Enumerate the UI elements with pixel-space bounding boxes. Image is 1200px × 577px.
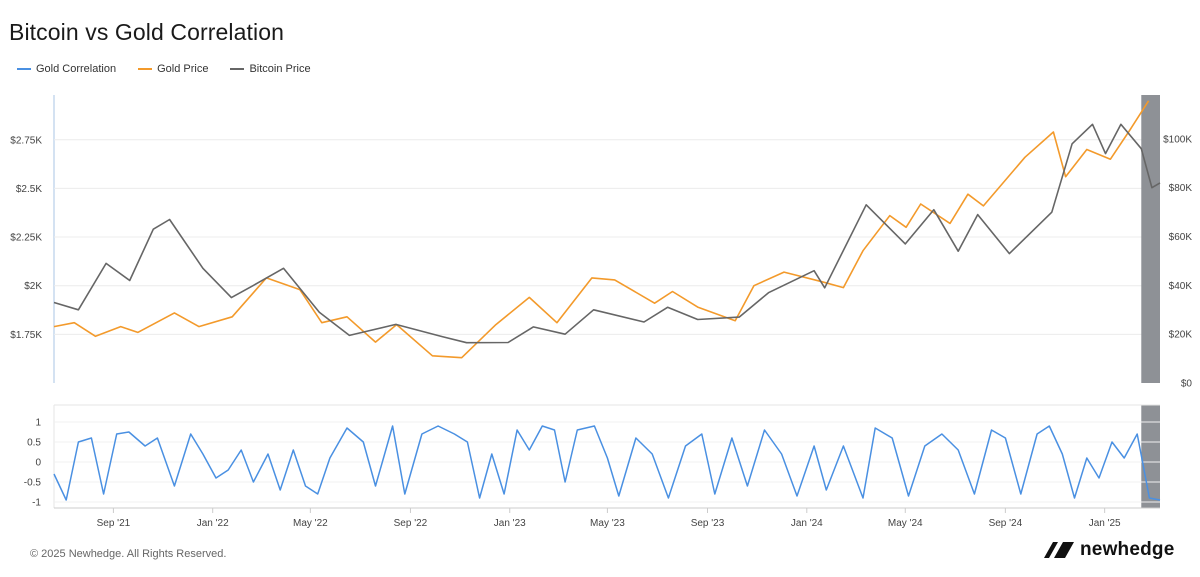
x-tick-label: May '22: [293, 518, 328, 529]
x-tick-label: Jan '23: [494, 518, 526, 529]
x-axis-ticks: Sep '21 Jan '22 May '22 Sep '22 Jan '23 May '…: [54, 507, 1160, 529]
chart-title: Bitcoin vs Gold Correlation: [9, 19, 284, 45]
shaded-region-top: [1141, 95, 1160, 383]
legend-item-gold-price[interactable]: Gold Price: [138, 63, 208, 75]
legend-label-gold-price: Gold Price: [157, 63, 209, 75]
series-line-gold-price: [53, 100, 1150, 359]
right-tick-label: $40K: [1169, 281, 1193, 292]
right-tick-label: $0: [1181, 379, 1193, 390]
right-tick-label: $80K: [1169, 183, 1193, 194]
series-line-bitcoin-price: [53, 123, 1161, 344]
correlation-gridlines: [53, 404, 1160, 508]
right-tick-label: $100K: [1163, 134, 1192, 145]
correlation-tick-label: 0.5: [27, 438, 41, 449]
legend-label-gold-correlation: Gold Correlation: [36, 63, 117, 75]
correlation-tick-label: -1: [32, 498, 41, 509]
correlation-axis-ticks: -1 -0.5 0 0.5 1: [24, 418, 42, 509]
x-tick-label: May '24: [888, 518, 923, 529]
x-tick-label: Jan '22: [197, 518, 229, 529]
left-tick-label: $2.5K: [16, 184, 42, 195]
x-tick-label: Sep '24: [989, 518, 1023, 529]
correlation-tick-label: 1: [35, 418, 41, 429]
series-line-gold-correlation: [53, 425, 1161, 501]
legend-swatch-gold-price: [138, 68, 153, 70]
left-axis-ticks: $1.75K $2K $2.25K $2.5K $2.75K: [10, 135, 42, 341]
legend-label-bitcoin-price: Bitcoin Price: [249, 63, 311, 75]
left-tick-label: $1.75K: [10, 330, 42, 341]
right-tick-label: $20K: [1169, 330, 1193, 341]
correlation-tick-label: -0.5: [24, 478, 42, 489]
legend-swatch-bitcoin-price: [230, 68, 245, 70]
legend-item-bitcoin-price[interactable]: Bitcoin Price: [230, 63, 311, 75]
right-axis-ticks: $0 $20K $40K $60K $80K $100K: [1163, 134, 1192, 389]
right-tick-label: $60K: [1169, 232, 1193, 243]
left-tick-label: $2.75K: [10, 135, 42, 146]
correlation-series-layer: [53, 425, 1161, 501]
newhedge-logo-icon: [1044, 542, 1074, 558]
price-series-layer: [53, 100, 1161, 359]
main-gridlines: [54, 139, 1160, 335]
x-tick-label: May '23: [590, 518, 625, 529]
copyright-text: © 2025 Newhedge. All Rights Reserved.: [30, 548, 227, 560]
left-tick-label: $2.25K: [10, 233, 42, 244]
x-tick-label: Jan '24: [791, 518, 823, 529]
legend: Gold Correlation Gold Price Bitcoin Pric…: [17, 63, 311, 75]
brand-logo[interactable]: newhedge: [1044, 539, 1175, 561]
legend-swatch-gold-correlation: [17, 68, 31, 70]
x-tick-label: Sep '22: [394, 518, 428, 529]
correlation-tick-label: 0: [35, 458, 41, 469]
x-tick-label: Jan '25: [1089, 518, 1121, 529]
x-tick-label: Sep '21: [97, 518, 131, 529]
brand-name: newhedge: [1080, 539, 1175, 560]
shaded-region-bottom: [1141, 405, 1160, 508]
x-tick-label: Sep '23: [691, 518, 725, 529]
left-tick-label: $2K: [24, 281, 42, 292]
legend-item-gold-correlation[interactable]: Gold Correlation: [17, 63, 116, 75]
